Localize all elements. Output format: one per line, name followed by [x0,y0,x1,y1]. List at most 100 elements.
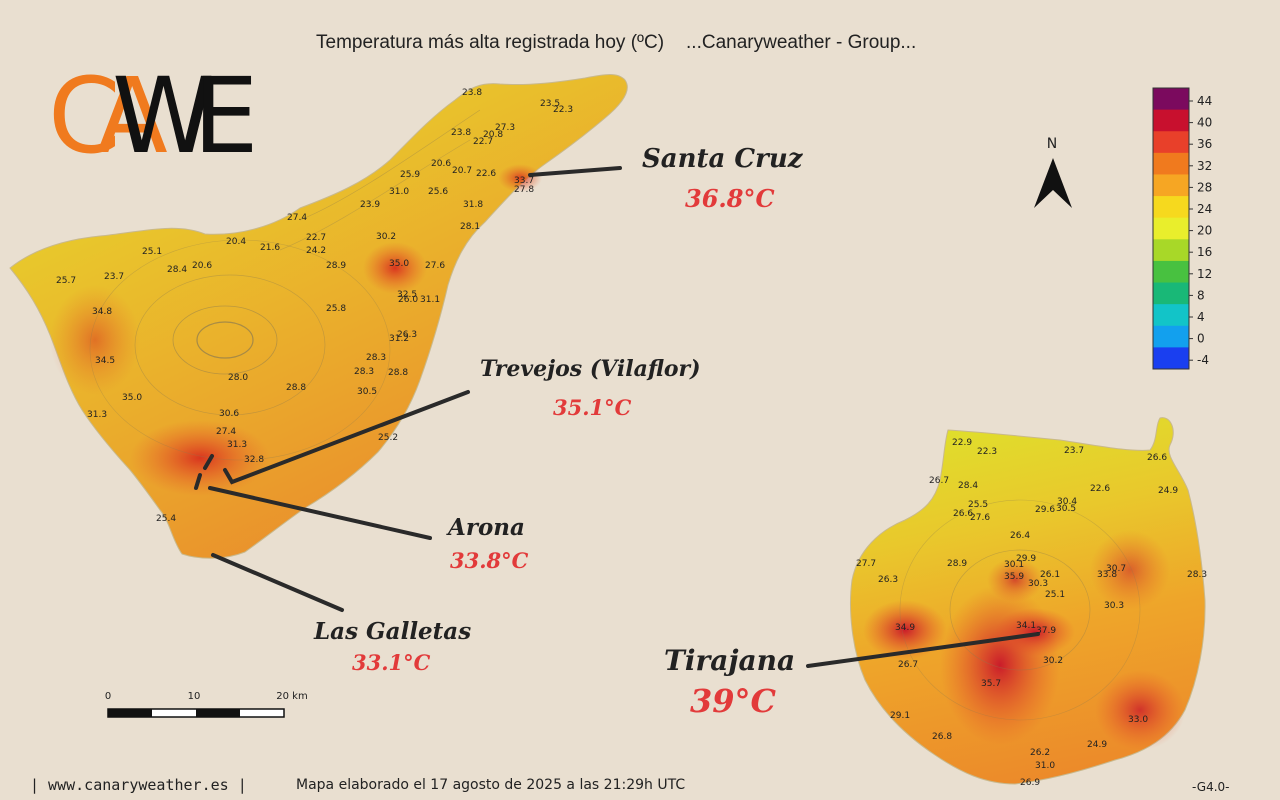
callout-trevejos-name: Trevejos (Vilaflor) [480,356,701,382]
station-temperature-label: 21.6 [260,243,280,253]
legend-tick-label: 4 [1197,310,1205,324]
legend-swatch [1153,239,1189,262]
station-temperature-label: 26.6 [953,509,973,519]
station-temperature-label: 32.5 [397,290,417,300]
station-temperature-label: 22.3 [553,105,573,115]
station-temperature-label: 22.6 [1090,484,1110,494]
leader-lines [194,166,1040,668]
station-temperature-label: 26.3 [397,330,417,340]
station-temperature-label: 25.4 [156,514,176,524]
station-temperature-label: 33.8 [1097,570,1117,580]
north-arrow-icon [1034,158,1072,208]
station-temperature-label: 28.3 [1187,570,1207,580]
scale-tick-20: 20 km [276,691,307,702]
station-temperature-label: 26.2 [1030,748,1050,758]
scale-tick-10: 10 [188,691,201,702]
station-temperature-label: 31.3 [87,410,107,420]
station-temperature-label: 25.6 [428,187,448,197]
station-temperature-label: 26.7 [929,476,949,486]
station-temperature-label: 30.2 [1043,656,1063,666]
legend-tick-label: 36 [1197,137,1212,151]
station-temperature-label: 28.4 [167,265,187,275]
tenerife-island [9,74,628,559]
station-temperature-label: 28.4 [958,481,978,491]
station-temperature-label: 26.6 [1147,453,1167,463]
station-temperature-label: 28.8 [388,368,408,378]
callout-arona-name: Arona [448,514,525,541]
legend-tick-label: 32 [1197,159,1212,173]
station-temperature-label: 25.9 [400,170,420,180]
compass: N [1034,136,1072,208]
leader-arona [194,473,432,540]
station-temperature-label: 27.6 [425,261,445,271]
callout-las-galletas-name: Las Galletas [314,618,472,645]
station-temperature-label: 34.5 [95,356,115,366]
station-temperature-label: 20.7 [452,166,472,176]
station-temperature-label: 27.3 [495,123,515,133]
compass-label: N [1047,136,1057,152]
station-temperature-label: 22.9 [952,438,972,448]
station-temperature-label: 27.4 [287,213,307,223]
station-temperature-label: 29.9 [1016,554,1036,564]
scale-bar: 0 10 20 km [105,691,308,718]
station-temperature-label: 23.5 [540,99,560,109]
station-temperature-label: 30.4 [1057,497,1077,507]
station-temperature-label: 26.7 [898,660,918,670]
legend-tick-label: -4 [1197,353,1209,367]
callout-santa-cruz-name: Santa Cruz [642,144,803,174]
station-temperature-label: 28.3 [366,353,386,363]
callout-trevejos-value: 35.1°C [553,395,632,420]
station-temperature-label: 28.9 [326,261,346,271]
station-temperature-label: 30.7 [1106,564,1126,574]
station-temperature-label: 25.2 [378,433,398,443]
footer-timestamp: Mapa elaborado el 17 agosto de 2025 a la… [296,777,686,793]
leader-tirajana [806,632,1040,668]
station-temperature-label: 30.3 [1104,601,1124,611]
station-temperature-label: 35.0 [389,259,409,269]
station-temperature-label: 34.8 [92,307,112,317]
legend-swatch [1153,174,1189,197]
legend-swatch [1153,109,1189,132]
station-temperature-label: 37.9 [1036,626,1056,636]
station-temperature-label: 31.8 [463,200,483,210]
legend-tick-label: 16 [1197,245,1212,259]
legend-tick-label: 12 [1197,267,1212,281]
station-temperature-label: 29.6 [1035,505,1055,515]
station-temperature-label: 30.6 [219,409,239,419]
station-temperature-label: 28.9 [947,559,967,569]
station-temperature-label: 31.0 [1035,761,1055,771]
station-temperature-label: 35.0 [122,393,142,403]
station-temperature-label: 23.9 [360,200,380,210]
legend-tick-label: 0 [1197,332,1205,346]
station-temperature-label: 30.2 [376,232,396,242]
leader-santa-cruz [528,166,622,177]
title-text: Temperatura más alta registrada hoy (ºC) [316,32,665,53]
station-temperature-label: 28.8 [286,383,306,393]
gran-canaria-island [850,417,1206,785]
gran-canaria-stations: 22.922.3 23.726.626.7 28.4 24.922.625.526.6… [856,438,1207,788]
station-temperature-label: 20.6 [431,159,451,169]
footer-version: -G4.0- [1192,780,1230,794]
legend-tick-label: 28 [1197,180,1212,194]
legend-swatch [1153,196,1189,219]
legend-swatch [1153,260,1189,284]
station-temperature-label: 25.5 [968,500,988,510]
station-temperature-label: 25.7 [56,276,76,286]
station-temperature-label: 22.7 [306,233,326,243]
legend-tick-label: 20 [1197,224,1212,238]
tenerife-stations: 23.823.522.327.323.8 20.822.720.620.7 22.6… [56,88,573,524]
legend-swatch [1153,88,1189,111]
station-temperature-label: 26.3 [878,575,898,585]
station-temperature-label: 28.0 [228,373,248,383]
footer-site: | www.canaryweather.es | [30,776,247,794]
callout-tirajana-name: Tirajana [664,644,796,677]
canaryweather-logo: CA WE [48,55,275,177]
station-temperature-label: 31.3 [227,440,247,450]
legend-tick-label: 24 [1197,202,1212,216]
title-source: ...Canaryweather - Group... [686,32,917,53]
station-temperature-label: 22.3 [977,447,997,457]
station-temperature-label: 28.1 [460,222,480,232]
station-temperature-label: 30.5 [1056,504,1076,514]
